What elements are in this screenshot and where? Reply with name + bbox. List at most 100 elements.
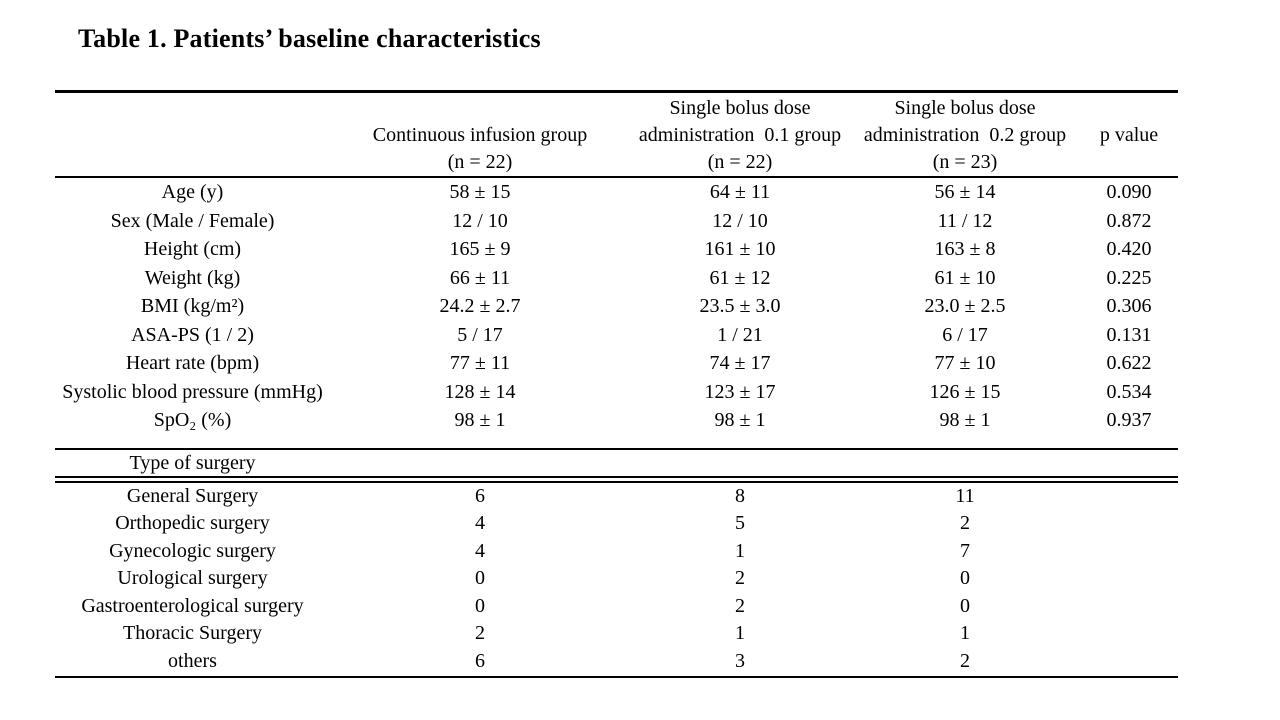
surgery-section: General Surgery 6 8 11 Orthopedic surger…	[55, 483, 1178, 676]
cell-value: 6	[475, 484, 485, 507]
header-col-p-value: p value	[1099, 124, 1159, 146]
cell-value: 77 ± 10	[934, 352, 996, 374]
cell-p-value: 0.534	[1106, 380, 1152, 403]
baseline-characteristics-table: Continuous infusion group (n = 22) Singl…	[55, 90, 1178, 678]
row-label: Gastroenterological surgery	[81, 594, 304, 617]
cell-p-value: 0.131	[1106, 323, 1152, 346]
cell-value: 61 ± 12	[709, 266, 771, 289]
cell-value: 2	[735, 594, 745, 617]
rule-bottom	[55, 675, 1178, 678]
row-label: BMI (kg/m²)	[140, 295, 245, 317]
cell-p-value: 0.306	[1106, 295, 1152, 317]
double-rule-upper	[55, 475, 1178, 478]
cell-value: 0	[960, 567, 970, 590]
header-col-parameter	[55, 95, 330, 176]
rule-below-header	[55, 176, 1178, 178]
row-label: Weight (kg)	[144, 266, 241, 289]
cell-value: 1 / 21	[717, 323, 763, 346]
cell-value: 2	[735, 567, 745, 590]
cell-p-value: 0.420	[1106, 238, 1152, 260]
cell-value: 98 ± 1	[939, 409, 991, 431]
table-row: Systolic blood pressure (mmHg) 128 ± 14 …	[55, 378, 1178, 407]
table-header: Continuous infusion group (n = 22) Singl…	[55, 93, 1178, 176]
cell-value: 3	[735, 650, 745, 673]
cell-value: 98 ± 1	[714, 409, 766, 431]
table-title: Table 1. Patients’ baseline characterist…	[78, 24, 541, 53]
table-row: Urological surgery 0 2 0	[55, 565, 1178, 593]
table-row: ASA-PS (1 / 2) 5 / 17 1 / 21 6 / 17 0.13…	[55, 321, 1178, 350]
table-row: Gynecologic surgery 4 1 7	[55, 538, 1178, 566]
cell-value: 56 ± 14	[934, 181, 996, 203]
table-row: Orthopedic surgery 4 5 2	[55, 510, 1178, 538]
row-label: Sex (Male / Female)	[110, 209, 275, 232]
table-row: Heart rate (bpm) 77 ± 11 74 ± 17 77 ± 10…	[55, 349, 1178, 378]
table-row: Thoracic Surgery 2 1 1	[55, 620, 1178, 648]
cell-value: 8	[735, 484, 745, 507]
cell-value: 74 ± 17	[709, 352, 771, 374]
cell-value: 2	[960, 650, 970, 673]
cell-value: 0	[960, 594, 970, 617]
header-col-bolus-0-2: Single bolus dose administration 0.2 gro…	[863, 97, 1067, 173]
cell-value: 1	[960, 622, 970, 645]
cell-value: 165 ± 9	[449, 238, 511, 260]
cell-value: 123 ± 17	[704, 380, 776, 403]
table-row: BMI (kg/m²) 24.2 ± 2.7 23.5 ± 3.0 23.0 ±…	[55, 292, 1178, 321]
table-row: Weight (kg) 66 ± 11 61 ± 12 61 ± 10 0.22…	[55, 264, 1178, 293]
baseline-section: Age (y) 58 ± 15 64 ± 11 56 ± 14 0.090 Se…	[55, 178, 1178, 448]
section-label: Type of surgery	[129, 451, 256, 474]
table-row: SpO₂ (%) 98 ± 1 98 ± 1 98 ± 1 0.937	[55, 406, 1178, 435]
header-col-bolus-0-1: Single bolus dose administration 0.1 gro…	[638, 97, 842, 173]
cell-value: 11 / 12	[937, 209, 993, 232]
row-label: Heart rate (bpm)	[125, 352, 260, 374]
cell-value: 11	[955, 484, 975, 507]
cell-value: 128 ± 14	[444, 380, 516, 403]
cell-value: 64 ± 11	[709, 181, 771, 203]
table-row: Sex (Male / Female) 12 / 10 12 / 10 11 /…	[55, 207, 1178, 236]
cell-value: 4	[475, 512, 485, 535]
row-label: Height (cm)	[143, 238, 242, 260]
cell-value: 98 ± 1	[454, 409, 506, 431]
rule-above-surgery-section	[55, 447, 1178, 450]
cell-value: 1	[735, 622, 745, 645]
cell-value: 66 ± 11	[449, 266, 511, 289]
table-row: Age (y) 58 ± 15 64 ± 11 56 ± 14 0.090	[55, 178, 1178, 207]
cell-value: 4	[475, 539, 485, 562]
cell-value: 0	[475, 594, 485, 617]
header-col-continuous-infusion: Continuous infusion group (n = 22)	[372, 124, 588, 173]
cell-value: 2	[475, 622, 485, 645]
cell-p-value: 0.937	[1106, 409, 1152, 431]
row-label: Age (y)	[161, 181, 224, 203]
cell-value: 0	[475, 567, 485, 590]
row-label: General Surgery	[126, 484, 259, 507]
table-row: Height (cm) 165 ± 9 161 ± 10 163 ± 8 0.4…	[55, 235, 1178, 264]
row-label: ASA-PS (1 / 2)	[131, 323, 254, 346]
cell-value: 6	[475, 650, 485, 673]
cell-value: 12 / 10	[452, 209, 508, 232]
cell-value: 24.2 ± 2.7	[439, 295, 521, 317]
cell-value: 163 ± 8	[934, 238, 996, 260]
surgery-section-header-row: Type of surgery	[55, 450, 1178, 476]
cell-p-value: 0.090	[1106, 181, 1152, 203]
row-label: Systolic blood pressure (mmHg)	[62, 380, 323, 403]
row-label: Urological surgery	[117, 567, 268, 590]
cell-value: 23.5 ± 3.0	[699, 295, 781, 317]
cell-value: 12 / 10	[712, 209, 768, 232]
rule-top	[55, 90, 1178, 93]
table-row: Gastroenterological surgery 0 2 0	[55, 593, 1178, 621]
cell-value: 77 ± 11	[449, 352, 511, 374]
cell-value: 126 ± 15	[929, 380, 1001, 403]
cell-value: 7	[960, 539, 970, 562]
cell-value: 2	[960, 512, 970, 535]
row-label: Gynecologic surgery	[109, 539, 276, 562]
cell-value: 161 ± 10	[704, 238, 776, 260]
cell-value: 23.0 ± 2.5	[924, 295, 1006, 317]
table-row: others 6 3 2	[55, 648, 1178, 676]
row-label: Orthopedic surgery	[115, 512, 270, 535]
cell-value: 6 / 17	[942, 323, 988, 346]
cell-value: 5 / 17	[457, 323, 503, 346]
row-label: SpO₂ (%)	[153, 409, 232, 431]
double-rule-lower	[55, 480, 1178, 483]
cell-p-value: 0.622	[1106, 352, 1152, 374]
row-label: others	[168, 650, 217, 673]
